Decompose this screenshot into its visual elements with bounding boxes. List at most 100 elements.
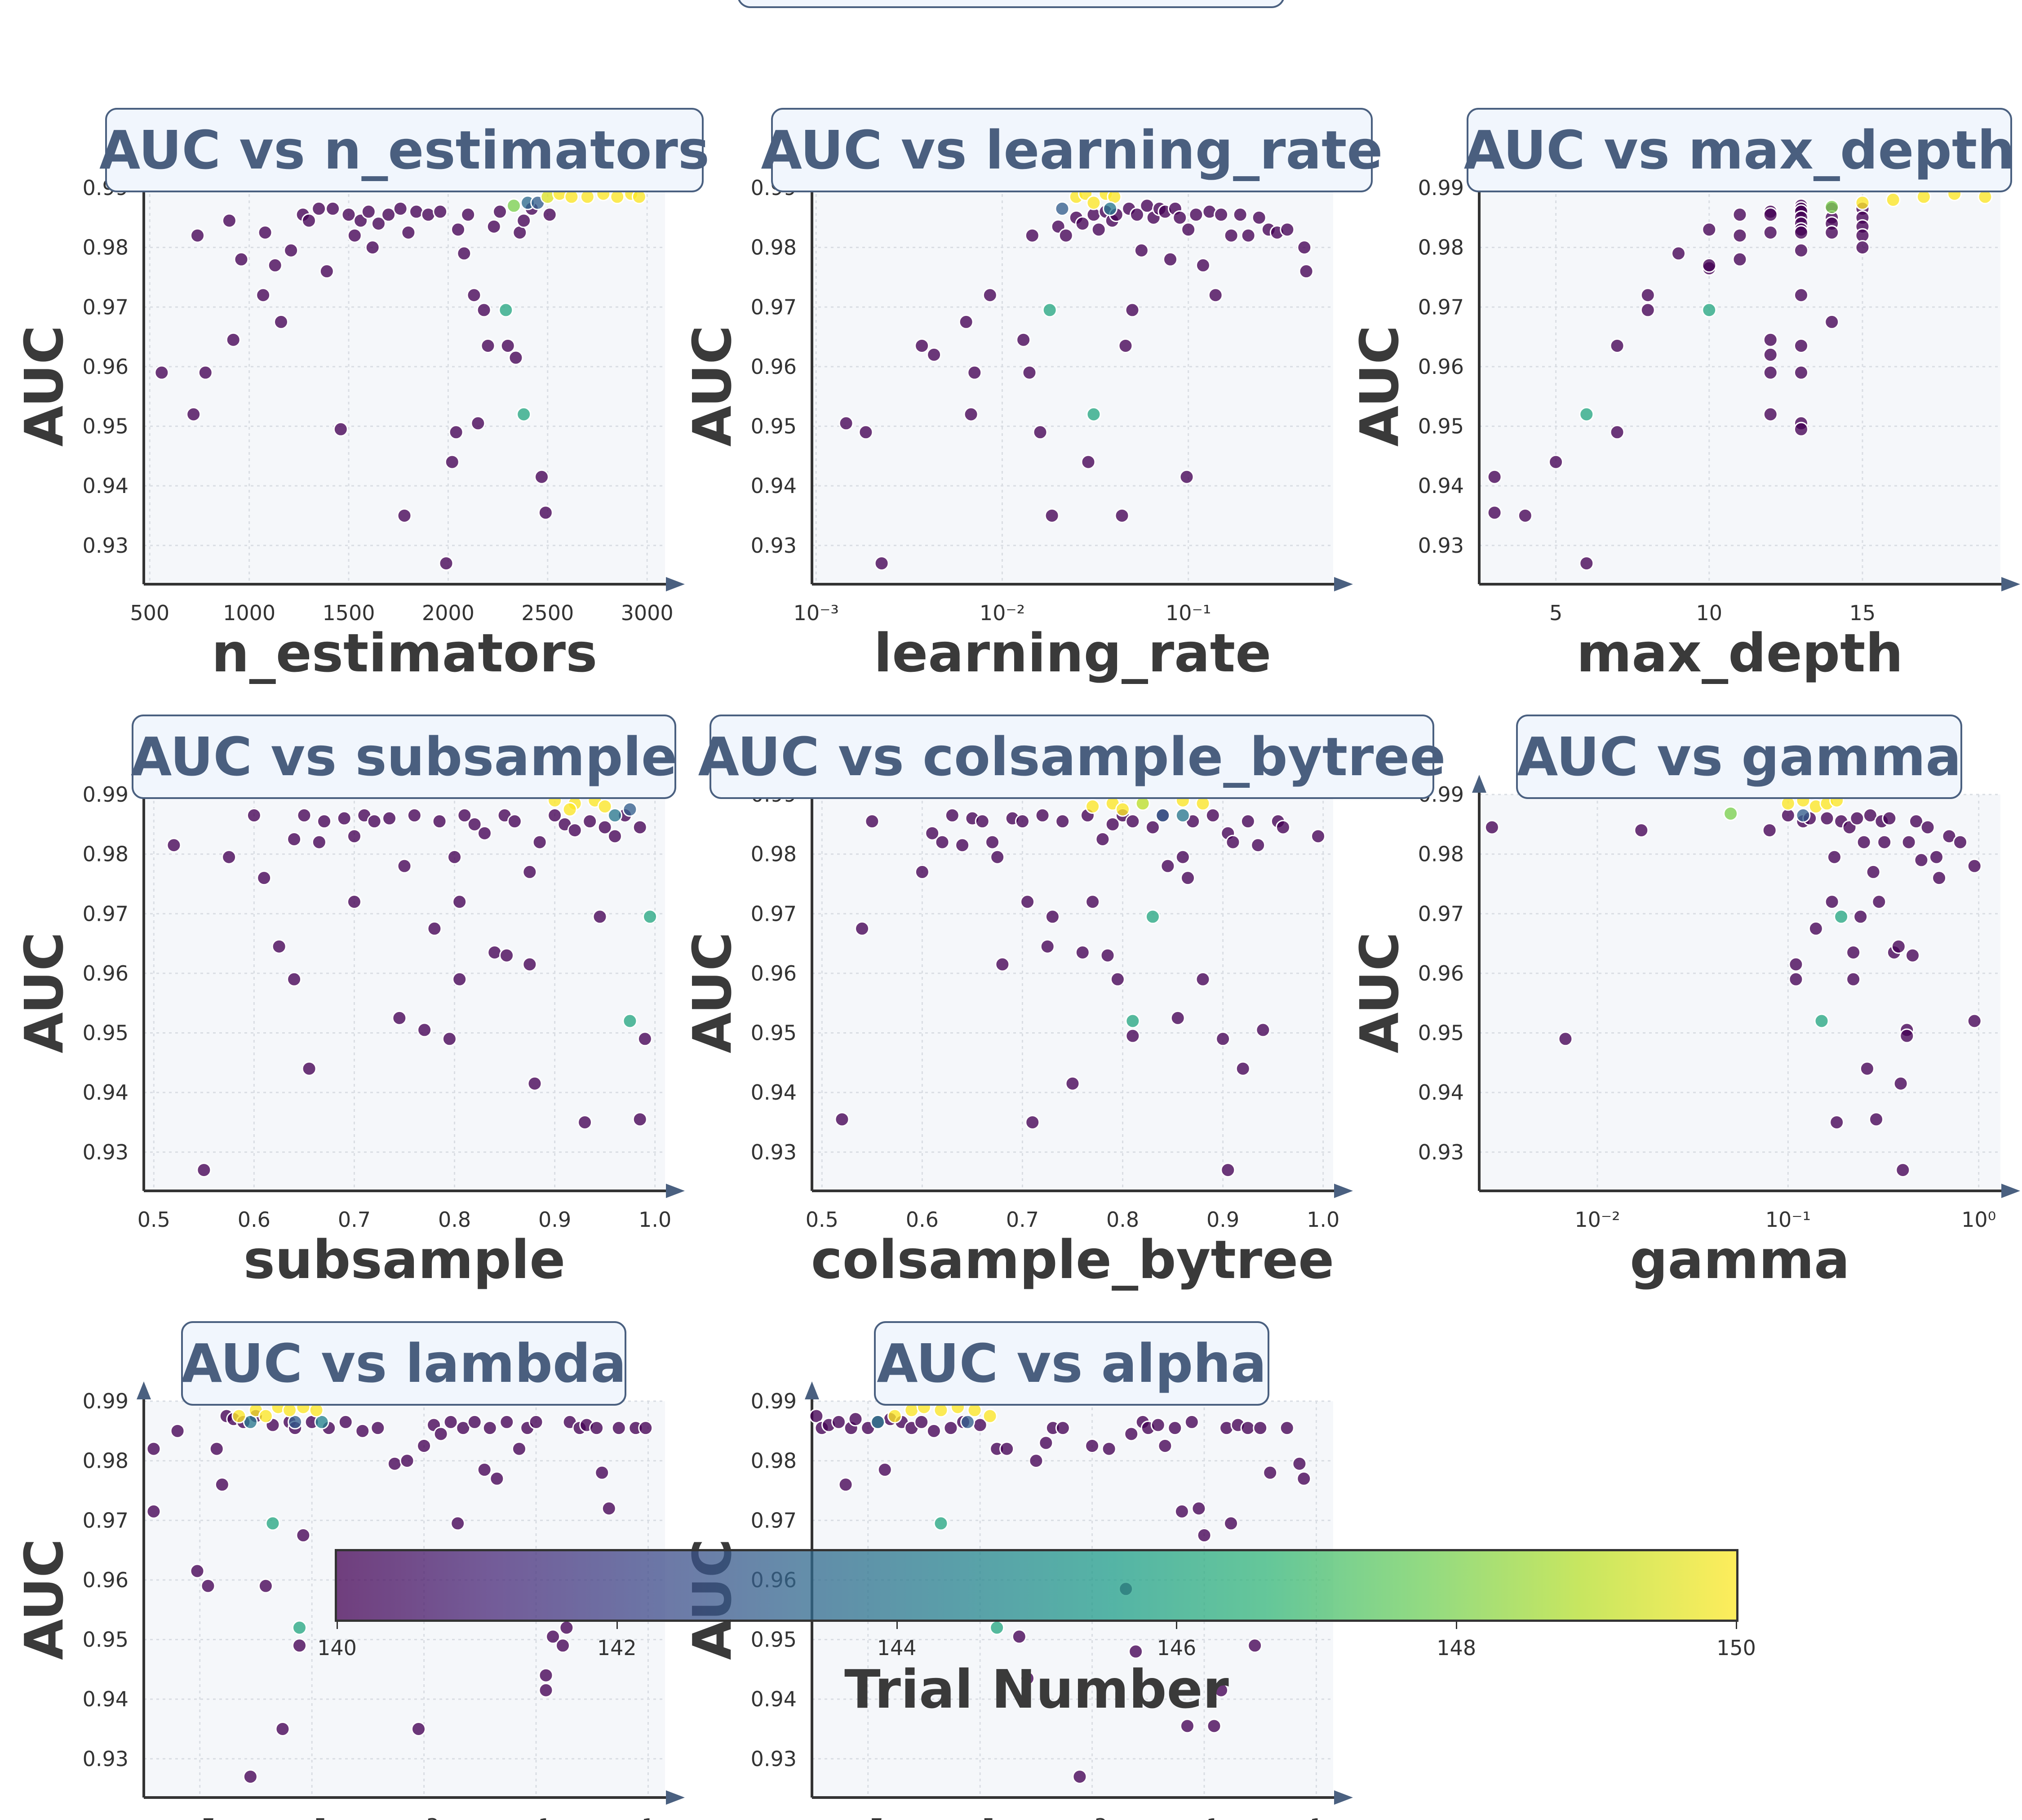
scatter-point [1824, 225, 1840, 240]
scatter-point [467, 817, 482, 832]
scatter-point [1129, 207, 1144, 222]
scatter-point [1150, 1417, 1166, 1433]
scatter-point [417, 1022, 432, 1038]
colorbar-tick-label: 148 [1437, 1636, 1477, 1660]
scatter-point [960, 1414, 975, 1429]
scatter-point [914, 864, 930, 879]
y-tick-label: 0.93 [751, 1747, 797, 1771]
scatter-point [1819, 811, 1835, 826]
scatter-point [1788, 972, 1804, 987]
scatter-series [146, 1399, 653, 1784]
scatter-point [1732, 207, 1747, 222]
scatter-point [1110, 972, 1125, 987]
y-tick-label: 0.97 [751, 295, 797, 319]
scatter-point [1125, 302, 1140, 318]
scatter-point [1793, 365, 1809, 380]
x-tick-label: 0.9 [538, 1207, 571, 1232]
scatter-point [346, 829, 362, 844]
scatter-point [607, 829, 622, 844]
scatter-point [271, 939, 287, 954]
scatter-point [1085, 799, 1100, 814]
scatter-point [498, 302, 514, 318]
scatter-point [1311, 829, 1326, 844]
scatter-point [257, 225, 273, 240]
y-axis-arrow [137, 1381, 151, 1399]
scatter-point [1188, 207, 1204, 222]
scatter-point [265, 1516, 280, 1531]
scatter-point [1793, 422, 1809, 437]
scatter-point [1125, 814, 1140, 829]
scatter-point [1125, 1013, 1140, 1029]
x-axis-label: colsample_bytree [811, 1229, 1335, 1291]
scatter-point [522, 864, 537, 879]
x-tick-label: 0.8 [438, 1207, 471, 1232]
scatter-point [1849, 811, 1865, 826]
scatter-point [594, 1465, 610, 1480]
scatter-point [1024, 228, 1040, 243]
scatter-point [1075, 945, 1090, 960]
y-tick-label: 0.95 [83, 1628, 129, 1652]
scatter-point [452, 972, 467, 987]
y-tick-label: 0.97 [751, 1508, 797, 1532]
y-tick-label: 0.97 [83, 1508, 129, 1532]
scatter-point [542, 207, 557, 222]
scatter-point [387, 1456, 402, 1471]
scatter-point [222, 213, 237, 228]
y-tick-label: 0.98 [751, 235, 797, 260]
scatter-point [1893, 1076, 1908, 1091]
x-axis-arrow [1334, 577, 1353, 591]
x-axis-arrow [666, 1184, 685, 1198]
scatter-point [370, 1420, 386, 1436]
scatter-point [333, 422, 348, 437]
scatter-point [1103, 201, 1118, 216]
x-tick-label: 2000 [422, 601, 474, 625]
scatter-point [1191, 1501, 1206, 1516]
scatter-point [1215, 1031, 1231, 1047]
scatter-point [1240, 814, 1255, 829]
scatter-point [506, 198, 522, 213]
x-tick-label: 0.5 [806, 1207, 838, 1232]
scatter-point [409, 204, 424, 219]
scatter-point [1095, 831, 1110, 847]
scatter-point [347, 228, 362, 243]
scatter-point [196, 1163, 212, 1178]
scatter-point [1118, 338, 1133, 353]
scatter-point [982, 1408, 998, 1424]
scatter-point [480, 338, 496, 353]
scatter-point [411, 1721, 426, 1736]
scatter-point [1180, 870, 1196, 886]
scatter-point [1086, 195, 1101, 210]
scatter-point [433, 204, 448, 219]
scatter-point [1114, 508, 1130, 523]
scatter-point [1220, 1163, 1236, 1178]
scatter-point [1101, 1441, 1117, 1456]
scatter-point [1920, 820, 1935, 835]
scatter-point [1846, 972, 1861, 987]
scatter-point [296, 1527, 311, 1543]
scatter-point [1862, 808, 1878, 823]
scatter-point [567, 823, 582, 838]
scatter-point [1827, 849, 1842, 865]
scatter-point [500, 338, 515, 353]
scatter-point [257, 870, 272, 886]
scatter-point [809, 1408, 824, 1424]
y-tick-label: 0.94 [751, 1687, 797, 1711]
x-tick-label: 5 [1549, 601, 1562, 625]
y-tick-label: 0.93 [1418, 533, 1464, 558]
scatter-point [1085, 1438, 1100, 1453]
scatter-point [190, 1563, 205, 1579]
y-tick-label: 0.98 [1418, 842, 1464, 866]
scatter-point [439, 556, 454, 571]
scatter-point [287, 831, 302, 847]
scatter-point [1763, 225, 1778, 240]
scatter-point [346, 894, 362, 910]
scatter-point [1015, 814, 1030, 829]
colorbar-tick-mark [616, 1622, 618, 1629]
x-axis-arrow [2001, 1184, 2020, 1198]
scatter-point [1793, 243, 1809, 258]
chart-title: AUC vs alpha [874, 1321, 1269, 1406]
scatter-point [601, 1501, 616, 1516]
scatter-point [848, 1412, 863, 1427]
scatter-point [1085, 894, 1100, 910]
y-tick-label: 0.96 [83, 961, 129, 985]
